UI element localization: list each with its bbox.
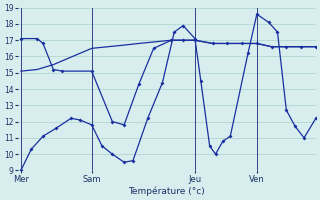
X-axis label: Température (°c): Température (°c) [129,186,205,196]
